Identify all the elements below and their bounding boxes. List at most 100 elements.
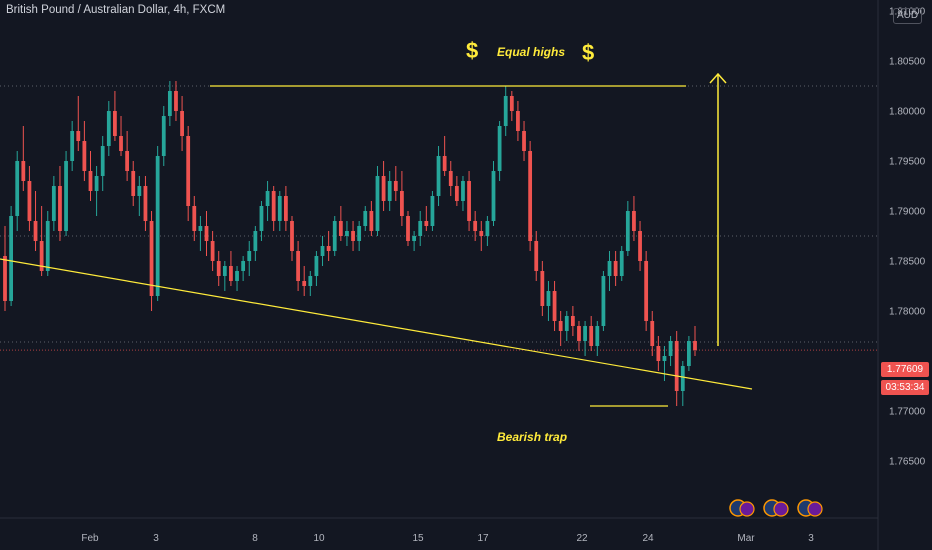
candle-body <box>577 326 581 341</box>
candle-body <box>76 131 81 141</box>
candle-body <box>442 156 447 171</box>
candle-body <box>601 276 606 326</box>
candle-body <box>320 246 325 256</box>
candle-body <box>625 211 630 251</box>
candle-body <box>644 261 649 321</box>
candle-body <box>45 221 50 271</box>
y-tick-label: 1.81000 <box>889 7 926 18</box>
candle-body <box>607 261 612 276</box>
candle-body <box>235 271 239 281</box>
economic-event-icon <box>773 501 789 517</box>
x-tick-label: Feb <box>81 533 99 544</box>
candle-body <box>546 291 551 306</box>
x-tick-label: 24 <box>642 533 654 544</box>
candle-body <box>393 181 398 191</box>
candle-body <box>161 116 166 156</box>
candle-body <box>662 356 667 361</box>
y-tick-label: 1.80000 <box>889 107 926 118</box>
candle-body <box>418 221 423 236</box>
currency-badge[interactable]: AUD <box>893 8 923 24</box>
dollar-sign-left: $ <box>466 38 479 63</box>
candle-body <box>467 181 471 221</box>
y-tick-label: 1.77000 <box>889 407 926 418</box>
candle-body <box>204 226 209 241</box>
candle-body <box>400 191 404 216</box>
candle-body <box>534 241 539 271</box>
candle-body <box>540 271 545 306</box>
candle-body <box>332 221 337 251</box>
candle-body <box>516 111 520 131</box>
candle-body <box>454 186 459 201</box>
x-tick-label: 3 <box>153 533 159 544</box>
economic-event-icon <box>739 501 755 517</box>
candle-body <box>125 151 130 171</box>
candle-body <box>33 221 38 241</box>
candle-body <box>15 161 20 216</box>
candle-body <box>302 281 307 286</box>
candle-body <box>338 221 343 236</box>
last-price-tag: 1.77609 <box>881 362 929 377</box>
candle-body <box>131 171 136 196</box>
candle-body <box>296 251 300 281</box>
candle-body <box>247 251 252 261</box>
candle-body <box>436 156 441 196</box>
candle-body <box>528 151 533 241</box>
bearish-trap-label: Bearish trap <box>497 430 568 444</box>
candle-body <box>351 231 355 241</box>
candle-body <box>58 186 62 231</box>
y-tick-label: 1.79000 <box>889 207 926 218</box>
candle-body <box>491 171 496 221</box>
candle-body <box>27 181 32 221</box>
candle-body <box>381 176 386 201</box>
candle-body <box>210 241 215 261</box>
candle-body <box>88 171 93 191</box>
candle-body <box>94 176 99 191</box>
candle-body <box>39 241 44 271</box>
candle-body <box>668 341 673 356</box>
candle-body <box>448 171 453 186</box>
candle-body <box>479 231 484 236</box>
candle-body <box>277 196 282 221</box>
candle-body <box>241 261 246 271</box>
candle-body <box>253 231 258 251</box>
candle-body <box>9 216 13 301</box>
candle-body <box>345 231 349 236</box>
candle-body <box>149 221 154 296</box>
candle-body <box>680 366 685 391</box>
candle-body <box>222 266 227 276</box>
candle-body <box>674 341 679 391</box>
y-tick-label: 1.76500 <box>889 457 926 468</box>
y-tick-label: 1.78500 <box>889 257 926 268</box>
x-tick-label: 17 <box>477 533 489 544</box>
candle-body <box>229 266 233 281</box>
candle-body <box>143 186 148 221</box>
target-arrow-head <box>709 72 727 84</box>
candle-body <box>632 211 636 231</box>
candle-body <box>82 141 87 171</box>
candle-body <box>570 316 575 326</box>
candle-body <box>522 131 526 151</box>
candle-body <box>64 161 68 231</box>
candle-body <box>589 326 594 346</box>
x-tick-label: 22 <box>576 533 588 544</box>
equal-highs-label: Equal highs <box>497 45 566 59</box>
candle-body <box>155 156 160 296</box>
candle-body <box>461 181 465 201</box>
x-tick-label: 10 <box>313 533 325 544</box>
candle-body <box>375 176 380 231</box>
x-tick-label: 15 <box>412 533 424 544</box>
candle-body <box>583 326 587 341</box>
candle-body <box>558 321 563 331</box>
candle-body <box>21 161 26 181</box>
candle-body <box>265 191 270 206</box>
candle-body <box>387 181 392 201</box>
candle-body <box>100 146 105 176</box>
candle-body <box>564 316 569 331</box>
x-tick-label: 8 <box>252 533 258 544</box>
candle-body <box>424 221 429 226</box>
candle-body <box>174 91 178 111</box>
candle-body <box>485 221 490 236</box>
candle-body <box>198 226 203 231</box>
candle-body <box>70 131 75 161</box>
